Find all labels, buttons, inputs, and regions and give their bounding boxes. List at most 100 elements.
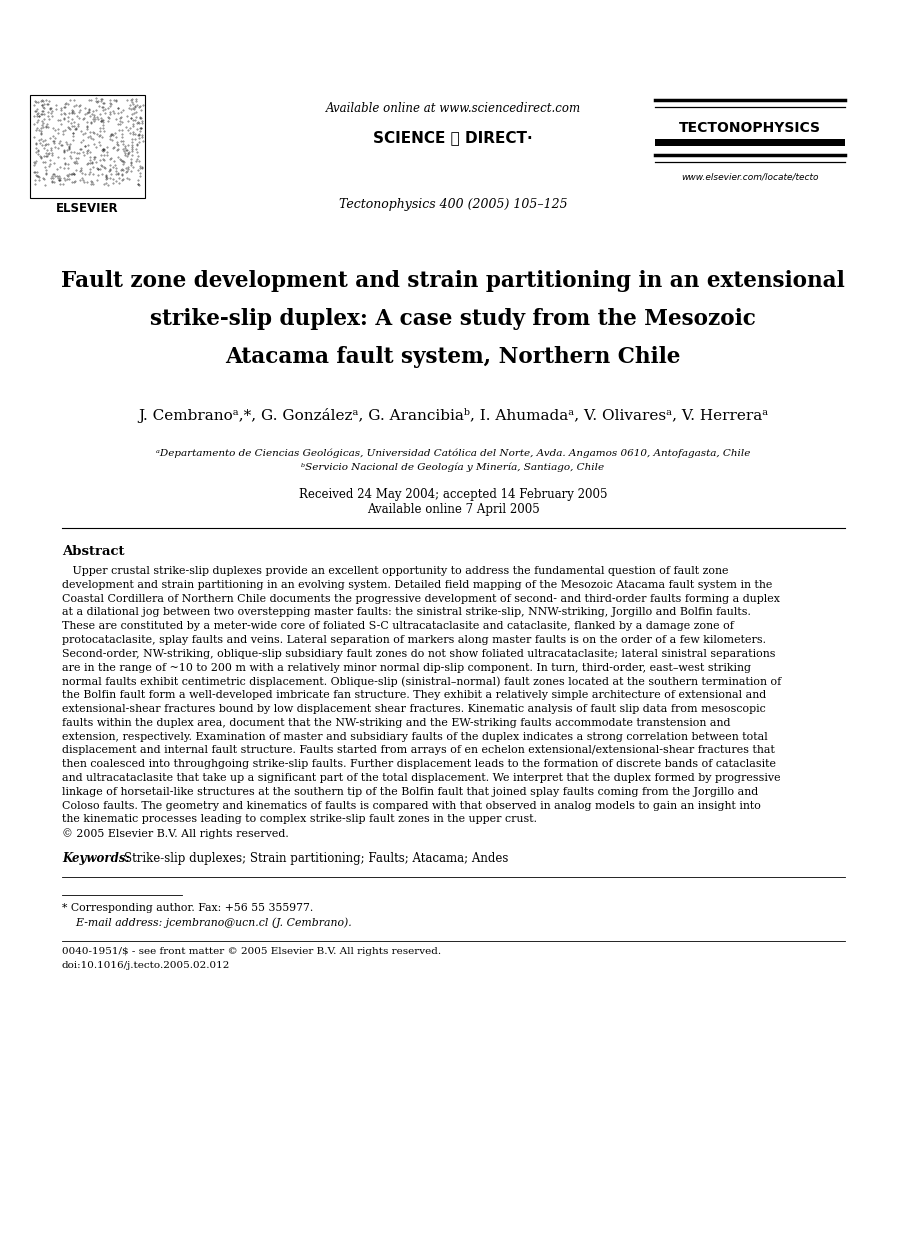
Point [35,168,50,188]
Point [78,104,93,124]
Point [87,109,102,129]
Point [115,111,130,131]
Text: ᵇServicio Nacional de Geología y Minería, Santiago, Chile: ᵇServicio Nacional de Geología y Minería… [301,463,605,473]
Point [114,170,129,189]
Point [95,119,110,139]
Point [103,124,118,144]
Point [112,149,127,168]
Point [115,131,130,151]
Point [130,113,144,132]
Point [97,145,112,165]
Point [94,89,109,109]
Point [43,129,57,149]
Point [125,129,140,149]
Text: J. Cembranoᵃ,*, G. Gonzálezᵃ, G. Arancibiaᵇ, I. Ahumadaᵃ, V. Olivaresᵃ, V. Herre: J. Cembranoᵃ,*, G. Gonzálezᵃ, G. Arancib… [138,409,768,423]
Text: Atacama fault system, Northern Chile: Atacama fault system, Northern Chile [225,345,680,368]
Point [37,170,52,189]
Point [96,113,111,132]
Point [134,119,149,139]
Point [75,130,90,150]
Point [39,165,54,184]
Point [48,129,63,149]
Point [130,119,144,139]
Point [91,109,105,129]
Point [81,140,95,160]
Point [52,170,66,189]
Point [111,114,125,134]
Point [128,124,142,144]
Point [73,161,87,181]
Point [80,104,94,124]
Point [27,173,42,193]
Point [106,173,121,193]
Point [80,172,94,192]
Point [131,160,145,180]
Point [134,128,149,147]
Point [102,93,117,113]
Point [129,92,143,111]
Point [76,125,91,145]
Point [113,108,128,128]
Point [124,137,139,157]
Point [57,97,72,116]
Text: the kinematic processes leading to complex strike-slip fault zones in the upper : the kinematic processes leading to compl… [62,815,537,825]
Point [35,95,50,115]
Point [35,102,50,121]
Point [96,93,111,113]
Point [27,162,42,182]
Bar [655,139,845,146]
Point [32,167,46,187]
Point [67,165,82,184]
Point [72,108,86,128]
Point [105,125,120,145]
Point [71,149,85,168]
Point [102,102,117,121]
Point [47,131,62,151]
Point [103,160,118,180]
Text: Strike-slip duplexes; Strain partitioning; Faults; Atacama; Andes: Strike-slip duplexes; Strain partitionin… [124,852,509,865]
Point [58,155,73,175]
Point [81,135,95,155]
Point [115,134,130,154]
Point [84,90,99,110]
Text: are in the range of ~10 to 200 m with a relatively minor normal dip-slip compone: are in the range of ~10 to 200 m with a … [62,662,751,672]
Point [108,123,122,142]
Point [74,163,89,183]
Point [34,104,49,124]
Point [96,139,111,158]
Point [94,140,109,160]
Point [70,106,84,126]
Point [128,98,142,118]
Point [125,114,140,134]
Point [107,90,122,110]
Point [77,145,92,165]
Point [47,154,62,173]
Point [67,103,82,123]
Point [132,124,146,144]
Point [136,131,151,151]
Point [55,121,70,141]
Point [91,166,105,186]
Point [84,129,99,149]
Point [99,168,113,188]
Point [40,94,54,114]
Point [123,162,138,182]
Point [134,157,149,177]
Point [103,167,118,187]
Point [117,142,132,162]
Point [132,98,146,118]
Point [57,140,72,160]
Point [102,161,116,181]
Point [111,135,125,155]
Text: linkage of horsetail-like structures at the southern tip of the Bolfin fault tha: linkage of horsetail-like structures at … [62,787,758,797]
Point [73,158,88,178]
Text: www.elsevier.com/locate/tecto: www.elsevier.com/locate/tecto [681,172,819,181]
Point [74,121,89,141]
Point [51,168,65,188]
Point [134,109,149,129]
Point [107,136,122,156]
Point [72,144,86,163]
Text: at a dilational jog between two overstepping master faults: the sinistral strike: at a dilational jog between two overstep… [62,608,751,618]
Point [53,131,67,151]
Text: Coloso faults. The geometry and kinematics of faults is compared with that obser: Coloso faults. The geometry and kinemati… [62,801,761,811]
